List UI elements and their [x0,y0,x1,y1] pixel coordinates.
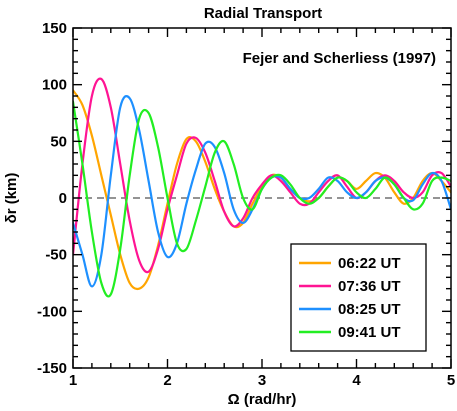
chart-title: Radial Transport [204,5,322,22]
x-tick-label: 1 [69,372,77,389]
legend-label-4: 09:41 UT [338,324,401,341]
x-axis-label: Ω (rad/hr) [228,391,297,408]
legend-label-2: 07:36 UT [338,278,401,295]
y-axis-label: δr (km) [3,173,20,224]
source-annotation: Fejer and Scherliess (1997) [243,50,436,67]
x-axis-ticks: 1 2 3 4 5 [69,28,455,389]
plot-area: 1 2 3 4 5 -150 -100 -50 0 50 100 150 [37,20,455,389]
x-tick-label: 3 [258,372,266,389]
y-axis-ticks: -150 -100 -50 0 50 100 150 [37,20,451,377]
y-tick-label: 50 [50,133,67,150]
y-tick-label: -50 [45,247,67,264]
series-line-2 [73,77,451,274]
legend-label-1: 06:22 UT [338,255,401,272]
series-line-4 [73,100,451,298]
legend-label-3: 08:25 UT [338,301,401,318]
y-tick-label: -100 [37,303,67,320]
y-tick-label: -150 [37,360,67,377]
x-tick-label: 5 [447,372,455,389]
legend: 06:22 UT 07:36 UT 08:25 UT 09:41 UT [290,243,427,352]
legend-items: 06:22 UT 07:36 UT 08:25 UT 09:41 UT [299,255,401,341]
y-tick-label: 100 [42,77,67,94]
x-tick-label: 2 [163,372,171,389]
y-tick-label: 0 [59,190,67,207]
series-layer [73,77,451,298]
y-tick-label: 150 [42,20,67,37]
series-line-1 [73,89,451,291]
x-tick-label: 4 [352,372,361,389]
